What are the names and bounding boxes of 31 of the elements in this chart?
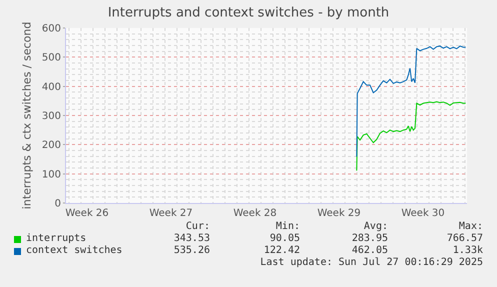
text: 343.53 [174, 233, 210, 245]
x-tick-label: Week 26 [65, 208, 109, 219]
text: 283.95 [352, 233, 388, 245]
text: Max: [458, 221, 483, 233]
legend-label: context switches [26, 245, 122, 257]
x-tick-label: Week 30 [401, 208, 445, 219]
text: Avg: [364, 221, 388, 233]
y-tick-label: 500 [42, 52, 61, 64]
text: 766.57 [446, 233, 483, 245]
text: 462.05 [352, 245, 388, 257]
chart-title: Interrupts and context switches - by month [108, 5, 390, 20]
text: 90.05 [270, 233, 300, 245]
text: Cur: [186, 221, 210, 233]
y-tick-label: 600 [42, 24, 61, 34]
legend-label: interrupts [26, 233, 86, 245]
text: Min: [276, 221, 300, 233]
y-tick-label: 100 [42, 169, 61, 180]
y-tick-label: 200 [42, 140, 61, 152]
text: 122.42 [264, 245, 300, 257]
y-tick-label: 300 [42, 111, 61, 122]
line-series [356, 101, 466, 172]
text: Last update: Sun Jul 27 00:16:29 2025 [260, 257, 483, 269]
y-tick-label: 400 [42, 82, 61, 93]
x-tick-label: Week 27 [149, 208, 193, 219]
x-tick-label: Week 29 [317, 208, 361, 219]
y-tick-label: 0 [54, 198, 61, 210]
y-axis-title: interrupts & ctx switches / second [20, 22, 34, 210]
text: 1.33k [452, 245, 483, 257]
text: 535.26 [174, 245, 210, 257]
line-series [356, 46, 466, 158]
x-tick-label: Week 28 [233, 208, 277, 219]
